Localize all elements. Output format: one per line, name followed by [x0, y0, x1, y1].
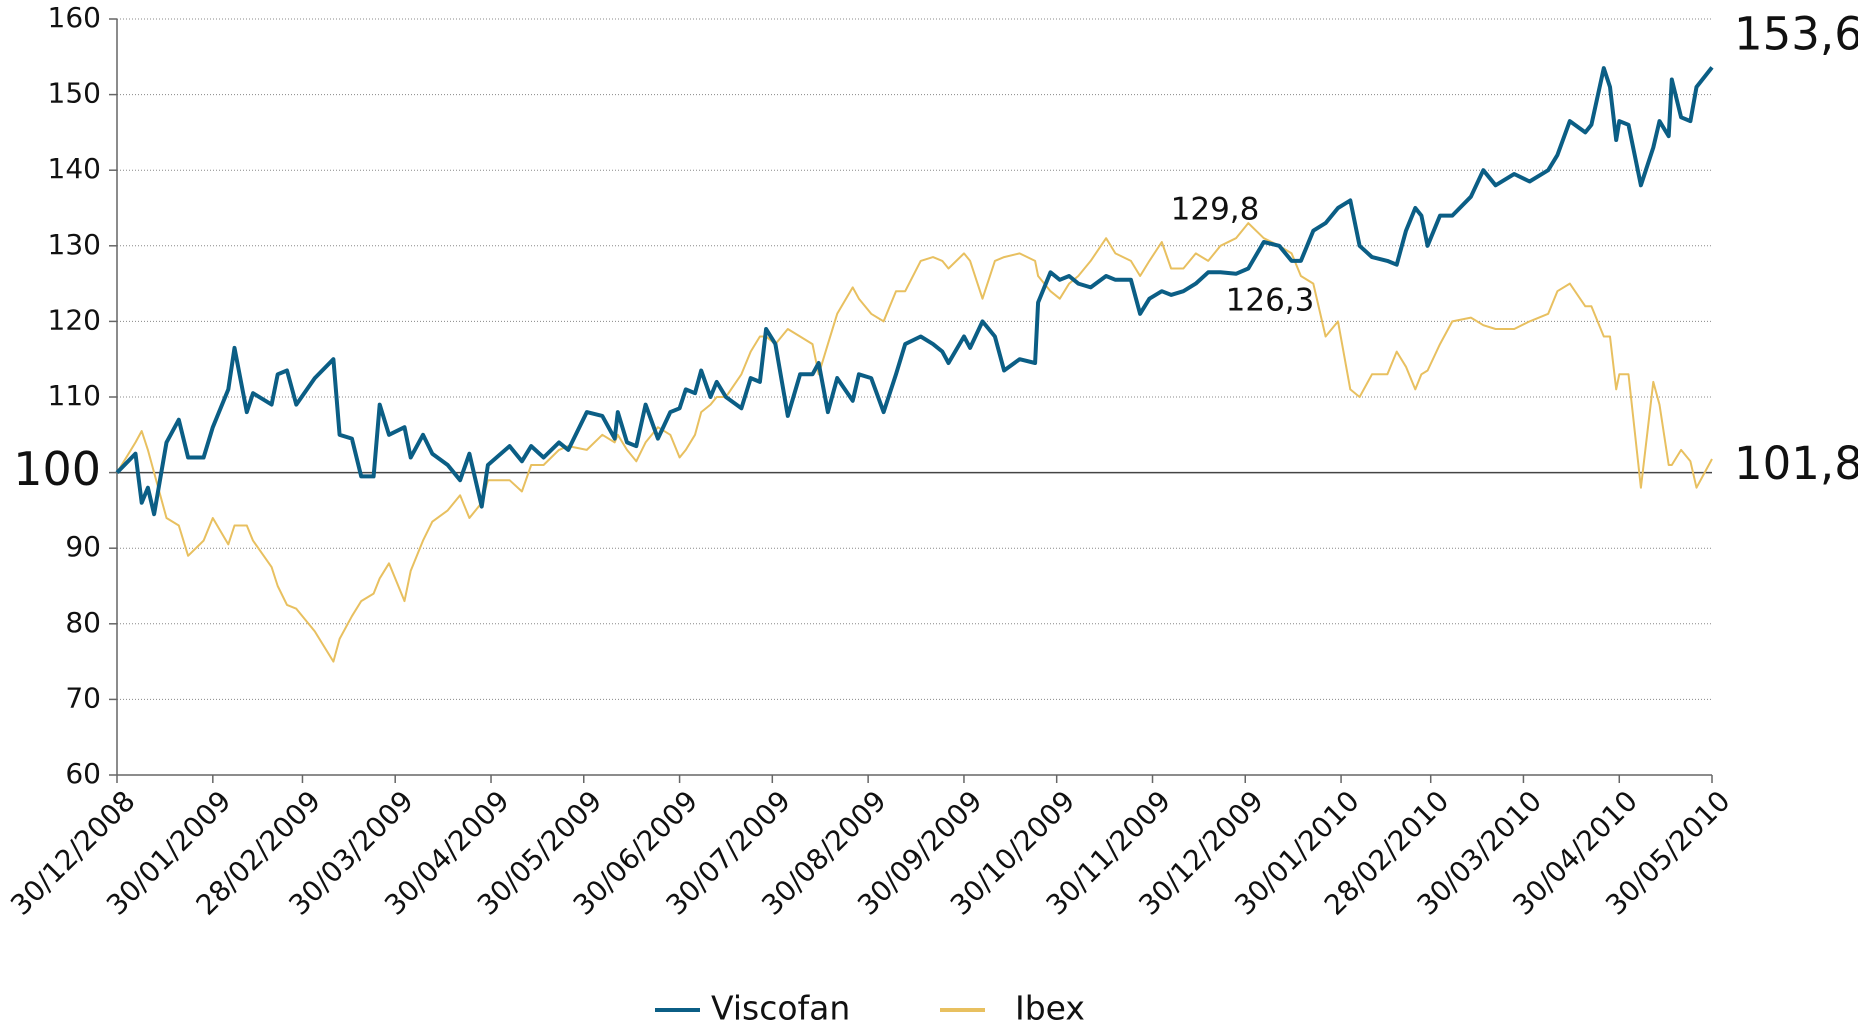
y-tick-label: 140	[48, 152, 101, 185]
y-tick-label: 100	[13, 442, 101, 496]
y-tick-label: 110	[48, 379, 101, 412]
legend-label: Ibex	[1015, 989, 1085, 1028]
y-tick-label: 160	[48, 1, 101, 34]
end-label: 153,6	[1734, 7, 1858, 60]
y-tick-label: 130	[48, 228, 101, 261]
y-tick-label: 120	[48, 303, 101, 336]
annotation: 126,3	[1226, 283, 1315, 319]
end-label: 101,8	[1734, 437, 1858, 490]
y-tick-label: 80	[65, 606, 101, 639]
legend-label: Viscofan	[711, 989, 850, 1028]
y-tick-label: 150	[48, 77, 101, 110]
series-line	[115, 66, 1714, 517]
y-tick-label: 70	[65, 681, 101, 714]
y-tick-label: 60	[65, 757, 101, 790]
y-tick-label: 90	[65, 530, 101, 563]
series-line	[116, 222, 1713, 663]
annotation: 129,8	[1171, 192, 1260, 228]
